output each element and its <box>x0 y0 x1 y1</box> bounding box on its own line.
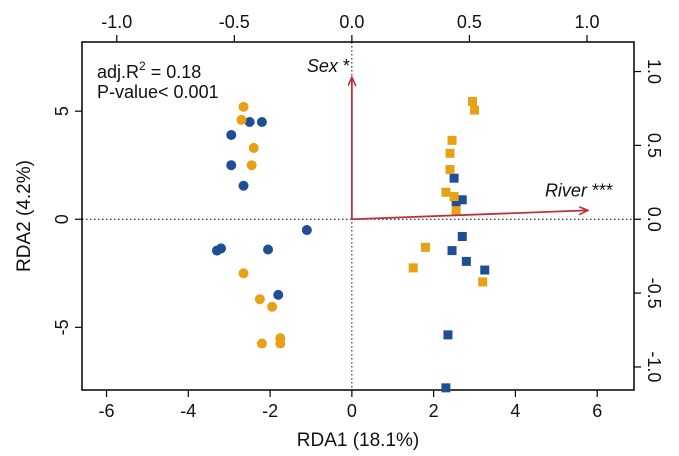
x-axis-title: RDA1 (18.1%) <box>297 430 420 451</box>
y-axis-left: -5 0 5 <box>52 106 82 335</box>
data-point-circle <box>216 243 227 254</box>
data-point-square <box>457 195 467 205</box>
x-axis-bottom: -6 -4 -2 0 2 4 6 <box>99 390 602 421</box>
data-point-circle <box>238 180 249 191</box>
arrow-label-sex: Sex * <box>307 56 350 76</box>
data-point-circle <box>248 142 259 153</box>
x-tick-label: 2 <box>429 401 439 421</box>
x-axis-top: -1.0 -0.5 0.0 0.5 1.0 <box>101 12 599 42</box>
top-tick-label: -1.0 <box>101 12 132 32</box>
data-point-circle <box>275 338 286 349</box>
data-point-square <box>441 383 451 393</box>
y-tick-label: 0 <box>52 214 72 224</box>
top-tick-label: 1.0 <box>574 12 599 32</box>
x-tick-label: -4 <box>180 401 196 421</box>
data-point-circle <box>263 244 274 255</box>
data-point-square <box>443 330 453 340</box>
data-point-square <box>420 242 430 252</box>
data-point-square <box>447 246 457 256</box>
data-point-circle <box>267 301 278 312</box>
x-tick-label: -6 <box>99 401 115 421</box>
x-tick-label: 0 <box>347 401 357 421</box>
data-point-circle <box>226 129 237 140</box>
data-point-circle <box>254 294 265 305</box>
arrow-label-river: River *** <box>545 180 613 200</box>
data-point-square <box>445 148 455 158</box>
data-point-circle <box>273 289 284 300</box>
right-tick-label: -1.0 <box>644 351 664 382</box>
data-point-circle <box>256 116 267 127</box>
arrow-river <box>351 210 587 221</box>
data-point-square <box>478 277 488 287</box>
data-point-square <box>470 105 480 115</box>
top-tick-label: 0.5 <box>457 12 482 32</box>
data-point-square <box>447 135 457 145</box>
data-point-square <box>408 263 418 273</box>
sample-points <box>211 96 490 393</box>
x-tick-label: 6 <box>592 401 602 421</box>
biplot-arrows: Sex * River *** <box>307 56 613 221</box>
data-point-square <box>461 256 471 266</box>
y-tick-label: -5 <box>52 319 72 335</box>
y-tick-label: 5 <box>52 106 72 116</box>
data-point-circle <box>244 116 255 127</box>
data-point-square <box>445 165 455 175</box>
data-point-circle <box>256 338 267 349</box>
data-point-circle <box>236 114 247 125</box>
data-point-circle <box>238 268 249 279</box>
right-tick-label: 0.5 <box>644 133 664 158</box>
data-point-square <box>457 232 467 242</box>
plot-frame <box>81 41 635 391</box>
x-tick-label: -2 <box>262 401 278 421</box>
data-point-circle <box>246 160 257 171</box>
right-tick-label: -0.5 <box>644 278 664 309</box>
data-point-circle <box>238 101 249 112</box>
adj-r2-annotation: adj.R2 = 0.18 <box>97 59 201 82</box>
top-tick-label: -0.5 <box>219 12 250 32</box>
data-point-square <box>441 187 451 197</box>
data-point-square <box>467 96 477 106</box>
right-tick-label: 0.0 <box>644 207 664 232</box>
y-axis-title: RDA2 (4.2%) <box>14 160 35 272</box>
top-tick-label: 0.0 <box>339 12 364 32</box>
right-tick-label: 1.0 <box>644 59 664 84</box>
data-point-square <box>449 192 459 202</box>
x-tick-label: 4 <box>510 401 520 421</box>
data-point-square <box>449 173 459 183</box>
p-value-annotation: P-value< 0.001 <box>97 82 219 102</box>
y-axis-right: -1.0 -0.5 0.0 0.5 1.0 <box>634 59 664 382</box>
data-point-circle <box>301 225 312 236</box>
data-point-square <box>451 206 461 216</box>
data-point-circle <box>226 160 237 171</box>
data-point-square <box>480 265 490 275</box>
data-point-square <box>451 197 461 207</box>
